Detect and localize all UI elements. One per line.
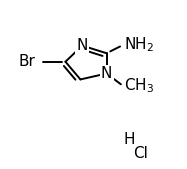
- Text: H: H: [123, 132, 135, 147]
- Text: NH$_2$: NH$_2$: [124, 35, 155, 54]
- Text: N: N: [77, 38, 88, 53]
- Text: Br: Br: [19, 54, 36, 69]
- Text: CH$_3$: CH$_3$: [124, 76, 154, 95]
- Text: N: N: [101, 66, 112, 81]
- Text: Cl: Cl: [133, 146, 148, 161]
